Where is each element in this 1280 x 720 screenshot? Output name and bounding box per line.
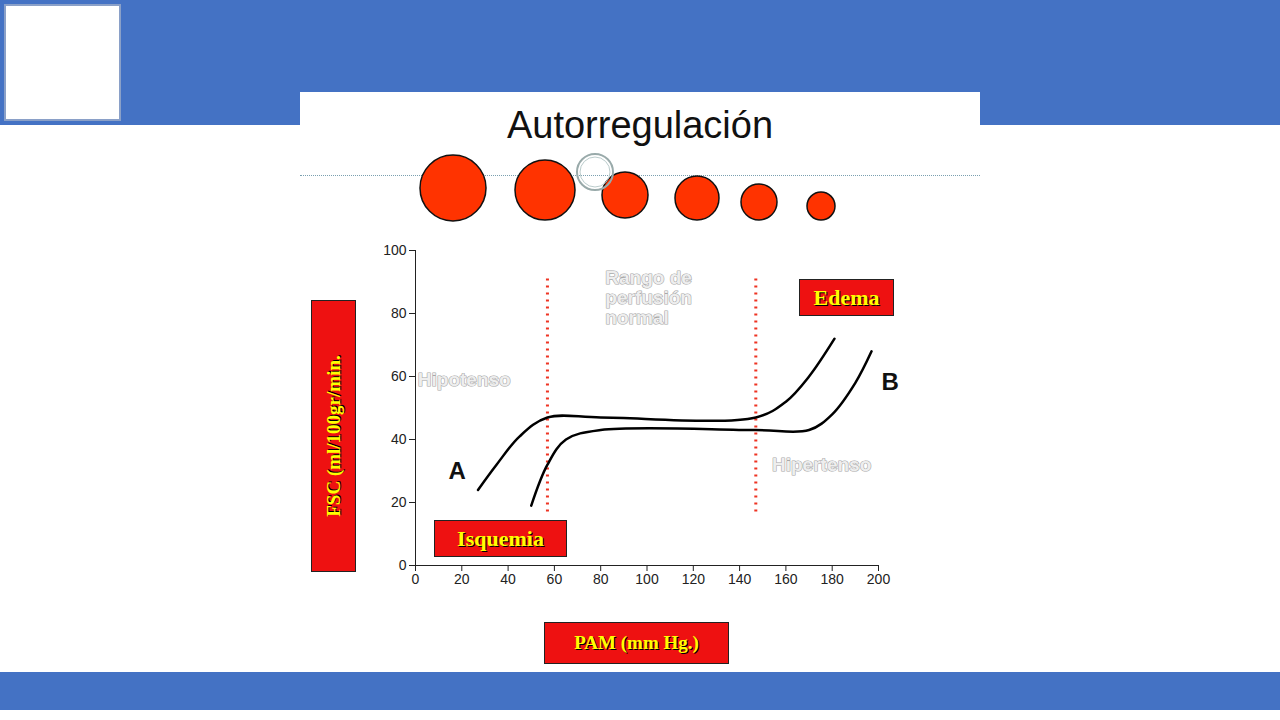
svg-text:160: 160 [774,571,798,587]
svg-text:100: 100 [635,571,659,587]
svg-text:Rango deperfusiónnormal: Rango deperfusiónnormal [605,267,692,328]
svg-text:80: 80 [391,305,407,321]
html-text:Isquemia: Isquemia [457,525,544,551]
svg-text:140: 140 [728,571,752,587]
svg-text:60: 60 [547,571,563,587]
svg-text:120: 120 [682,571,706,587]
svg-text:A: A [448,457,465,484]
svg-text:40: 40 [500,571,516,587]
svg-text:100: 100 [383,242,407,258]
html-text:FSC (ml/100gr/min.: FSC (ml/100gr/min. [322,355,344,517]
svg-text:Hipotenso: Hipotenso [418,369,511,390]
html-text:PAM (mm Hg.): PAM (mm Hg.) [574,632,699,653]
svg-text:B: B [881,368,898,395]
svg-text:0: 0 [412,571,420,587]
svg-text:Hipertenso: Hipertenso [772,454,871,475]
svg-text:20: 20 [391,494,407,510]
html-text:Edema: Edema [813,284,880,310]
svg-text:20: 20 [454,571,470,587]
svg-text:0: 0 [399,557,407,573]
html-text:Autorregulación: Autorregulación [506,104,774,146]
svg-text:200: 200 [867,571,891,587]
svg-text:80: 80 [593,571,609,587]
svg-text:60: 60 [391,368,407,384]
svg-text:40: 40 [391,431,407,447]
svg-text:180: 180 [821,571,845,587]
